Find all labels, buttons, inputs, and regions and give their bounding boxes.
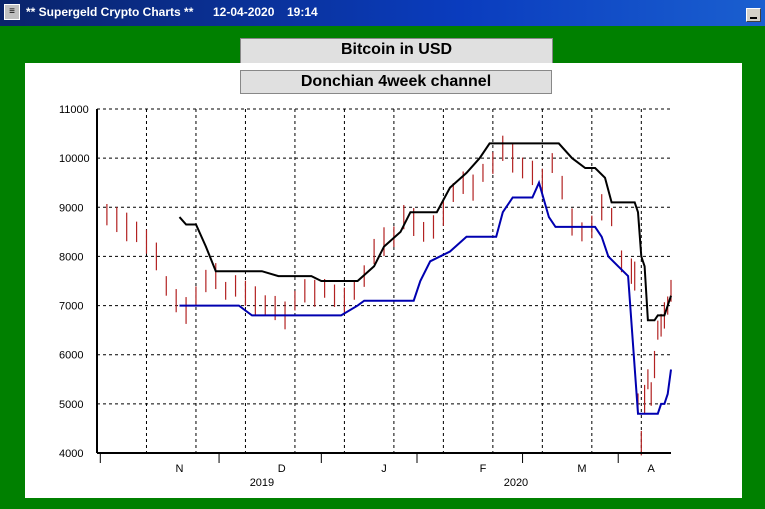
y-tick-label: 10000 bbox=[59, 153, 90, 165]
axes bbox=[96, 109, 671, 463]
window-time: 19:14 bbox=[287, 5, 318, 19]
y-tick-label: 5000 bbox=[59, 399, 83, 411]
y-tick-label: 8000 bbox=[59, 251, 83, 263]
y-axis-labels: 4000 5000 6000 7000 8000 9000 10000 11000 bbox=[59, 104, 90, 460]
minimize-button[interactable] bbox=[746, 8, 761, 22]
y-tick-label: 6000 bbox=[59, 350, 83, 362]
x-month-label: D bbox=[278, 463, 286, 475]
chart-subtitle: Donchian 4week channel bbox=[240, 70, 552, 94]
x-year-label: 2019 bbox=[250, 477, 274, 489]
chart-title: Bitcoin in USD bbox=[240, 38, 553, 63]
upper-channel-line bbox=[178, 142, 672, 322]
x-month-label: A bbox=[648, 463, 656, 475]
window-date: 12-04-2020 bbox=[213, 5, 275, 19]
grid bbox=[97, 108, 671, 453]
y-tick-label: 4000 bbox=[59, 448, 83, 460]
x-month-label: N bbox=[175, 463, 183, 475]
y-tick-label: 7000 bbox=[59, 301, 83, 313]
x-axis-labels: N D J F M A 2019 2020 bbox=[175, 463, 655, 489]
price-bars bbox=[96, 135, 672, 456]
title-bar[interactable]: ≡ ** Supergeld Crypto Charts ** 12-04-20… bbox=[0, 0, 765, 26]
window-menu-icon[interactable]: ≡ bbox=[4, 4, 20, 20]
x-month-label: F bbox=[480, 463, 487, 475]
x-year-label: 2020 bbox=[504, 477, 528, 489]
y-tick-label: 11000 bbox=[59, 104, 89, 116]
chart-panel bbox=[25, 63, 742, 498]
x-month-label: M bbox=[577, 463, 586, 475]
minimize-icon bbox=[750, 17, 757, 19]
window-title: ** Supergeld Crypto Charts ** bbox=[26, 5, 194, 19]
lower-channel-line bbox=[179, 179, 672, 415]
y-tick-label: 9000 bbox=[59, 202, 83, 214]
x-month-label: J bbox=[381, 463, 387, 475]
